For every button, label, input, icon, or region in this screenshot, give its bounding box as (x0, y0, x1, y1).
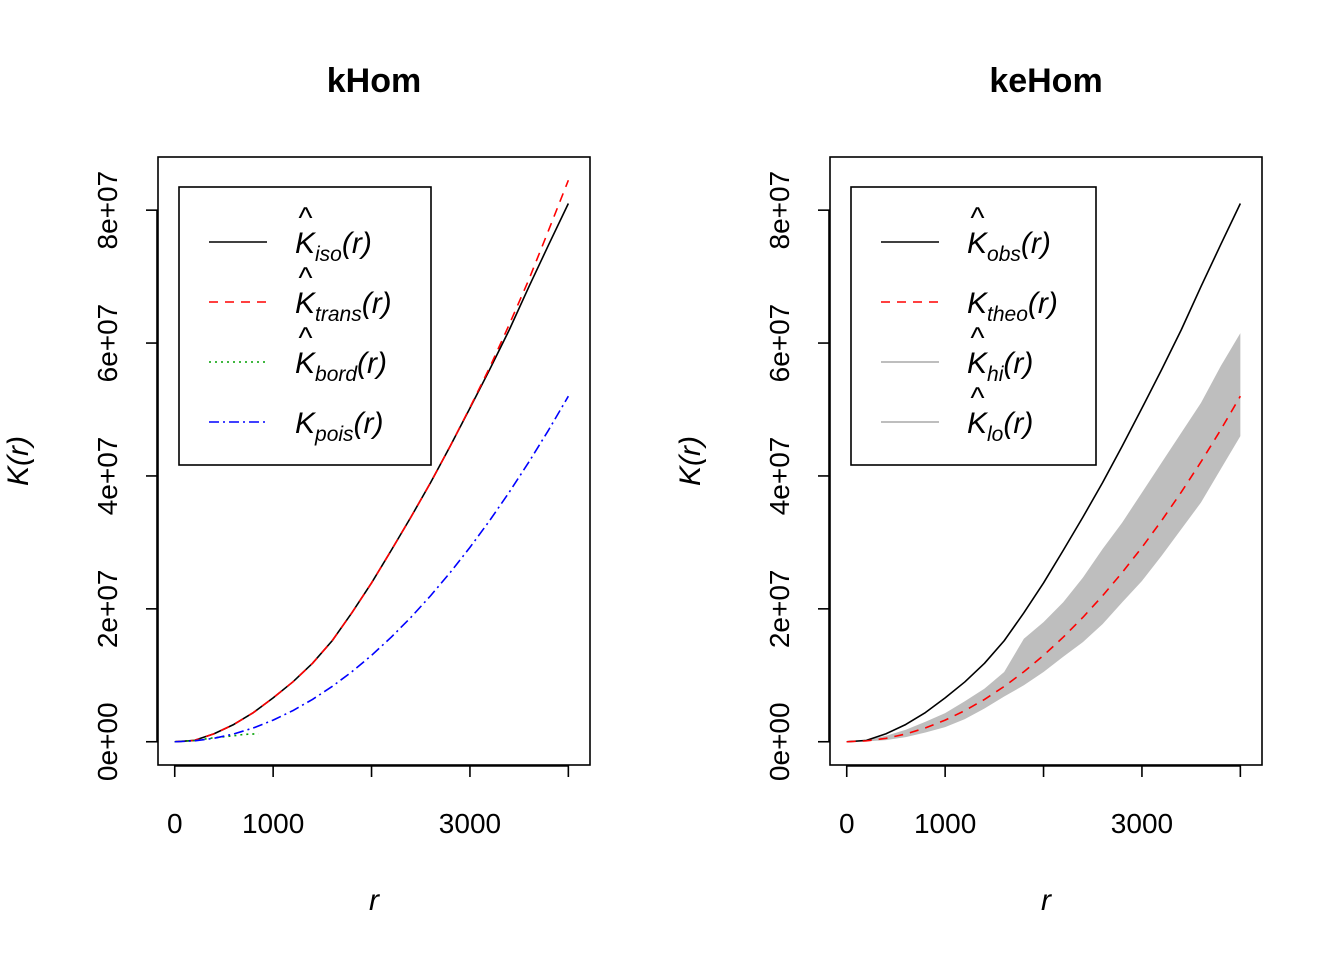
series-line-pois (174, 395, 570, 743)
legend-box (850, 186, 1097, 466)
y-tick-label: 4e+07 (764, 437, 795, 516)
series-line-trans (174, 179, 570, 743)
x-tick-label: 1000 (242, 808, 304, 839)
x-tick-label: 3000 (1111, 808, 1173, 839)
legend-hat: ^ (970, 382, 985, 415)
y-tick-label: 0e+00 (764, 702, 795, 781)
chart-title: keHom (989, 62, 1102, 100)
legend-label-lo: Klo(r) (967, 407, 1033, 446)
legend-hat: ^ (970, 322, 985, 355)
x-axis-label: r (1041, 884, 1052, 917)
x-tick-label: 0 (839, 808, 855, 839)
y-tick-label: 6e+07 (92, 304, 123, 383)
envelope-band (846, 333, 1241, 742)
y-tick-label: 2e+07 (92, 570, 123, 649)
legend-label-hi: Khi(r) (967, 347, 1033, 386)
y-axis-label: K(r) (2, 436, 35, 486)
series-line-obs (846, 203, 1242, 743)
legend: Kiso(r)^Ktrans(r)^Kbord(r)^Kpois(r) (178, 186, 432, 466)
legend-hat: ^ (298, 202, 313, 235)
legend: Kobs(r)^Ktheo(r)Khi(r)^Klo(r)^ (850, 186, 1097, 466)
y-tick-label: 8e+07 (92, 171, 123, 250)
chart-title: kHom (327, 62, 421, 100)
legend-label-iso: Kiso(r) (295, 227, 372, 266)
y-tick-label: 2e+07 (764, 570, 795, 649)
legend-label-pois: Kpois(r) (295, 407, 384, 446)
x-tick-label: 1000 (914, 808, 976, 839)
legend-label-trans: Ktrans(r) (295, 287, 392, 326)
legend-hat: ^ (298, 262, 313, 295)
panel-khom: kHom 0 1000 3000 r 0e+00 2e+07 4e+07 6e+07 8e+07 K… (2, 62, 591, 917)
y-tick-label: 8e+07 (764, 171, 795, 250)
y-axis-label: K(r) (674, 436, 707, 486)
legend-label-obs: Kobs(r) (967, 227, 1051, 266)
y-tick-label: 4e+07 (92, 437, 123, 516)
y-tick-label: 0e+00 (92, 702, 123, 781)
legend-label-theo: Ktheo(r) (967, 287, 1058, 326)
legend-label-bord: Kbord(r) (295, 347, 387, 386)
panel-kehom: keHom 0 1000 3000 r 0e+00 2e+07 4e+07 6e+07 8e+07… (674, 62, 1263, 917)
plot-frame (157, 156, 591, 766)
legend-hat: ^ (970, 202, 985, 235)
x-axis-label: r (369, 884, 380, 917)
y-tick-label: 6e+07 (764, 304, 795, 383)
series-line-theo (846, 395, 1242, 743)
x-tick-label: 0 (167, 808, 183, 839)
x-tick-label: 3000 (439, 808, 501, 839)
legend-box (178, 186, 432, 466)
legend-hat: ^ (298, 322, 313, 355)
plot-frame (829, 156, 1263, 766)
